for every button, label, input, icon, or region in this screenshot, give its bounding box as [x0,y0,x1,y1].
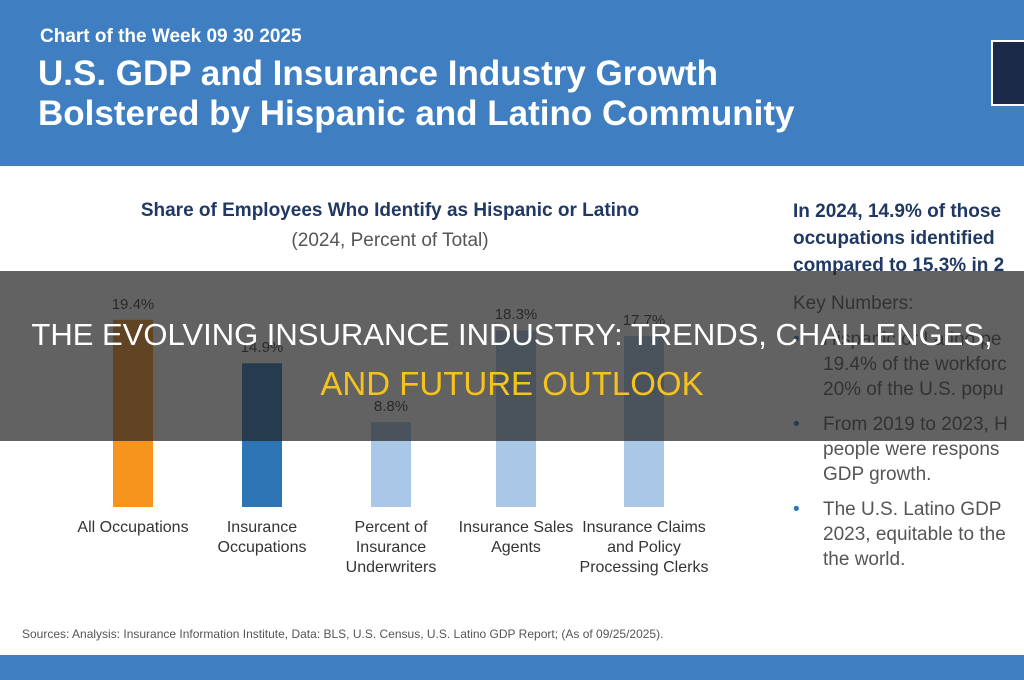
bullet-line: GDP growth. [823,464,932,485]
overlay-title: AND FUTURE OUTLOOK [320,365,704,402]
bullet-line: people were respons [823,439,1000,460]
bullet-line: The U.S. Latino GDP [823,499,1002,520]
sources: Sources: Analysis: Insurance Information… [22,627,664,641]
header-band [0,0,1024,166]
bullet-mark: • [793,499,800,520]
chart-subtitle: (2024, Percent of Total) [291,230,489,251]
panel-headline: occupations identified [793,228,995,249]
x-tick-label: Percent of Insurance Underwriters [345,519,437,576]
logo [991,40,1024,106]
panel-headline: compared to 15.3% in 2 [793,255,1005,276]
bullet-line: 2023, equitable to the [823,524,1006,545]
x-tick-label: All Occupations [77,519,189,536]
bullet: • The U.S. Latino GDP 2023, equitable to t… [793,497,1024,572]
headline: Bolstered by Hispanic and Latino Communi… [38,94,795,133]
panel-headline: In 2024, 14.9% of those [793,201,1002,222]
bullet-line: the world. [823,549,906,570]
x-tick-label: Insurance Claims and Policy Processing C… [579,519,709,576]
footer-band [0,655,1024,680]
kicker: Chart of the Week 09 30 2025 [40,26,302,47]
x-tick-label: Insurance Sales Agents [458,519,574,556]
overlay-title: THE EVOLVING INSURANCE INDUSTRY: TRENDS,… [31,317,993,352]
x-tick-label: Insurance Occupations [217,519,307,556]
overlay-band [0,271,1024,441]
chart-title: Share of Employees Who Identify as Hispa… [140,200,640,221]
headline: U.S. GDP and Insurance Industry Growth [38,54,719,93]
